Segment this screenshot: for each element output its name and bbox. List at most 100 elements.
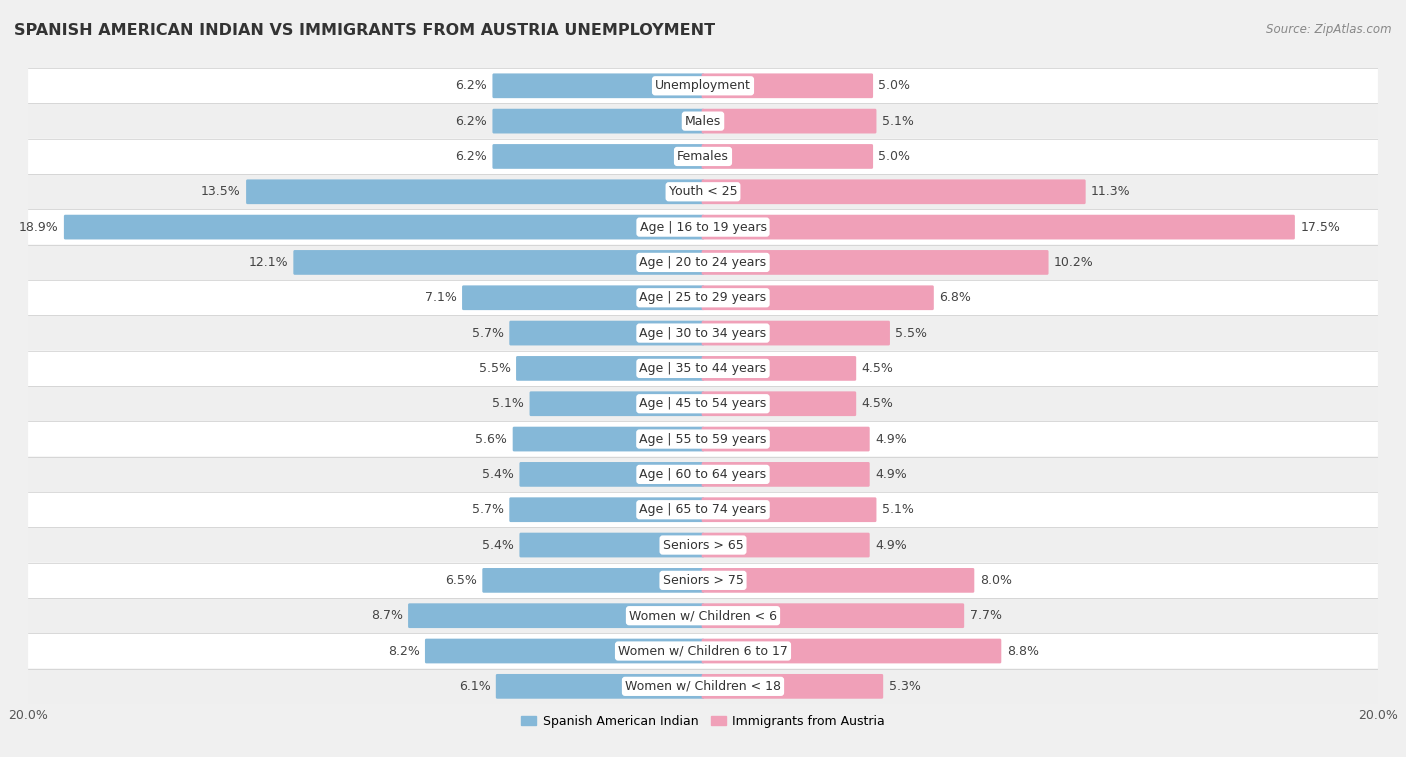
Text: Age | 16 to 19 years: Age | 16 to 19 years [640, 220, 766, 234]
FancyBboxPatch shape [702, 109, 876, 133]
FancyBboxPatch shape [702, 568, 974, 593]
Text: 8.2%: 8.2% [388, 644, 419, 658]
Text: 4.9%: 4.9% [875, 432, 907, 446]
Text: 5.5%: 5.5% [896, 326, 928, 340]
Text: 11.3%: 11.3% [1091, 185, 1130, 198]
Text: Unemployment: Unemployment [655, 79, 751, 92]
Text: 7.7%: 7.7% [970, 609, 1001, 622]
FancyBboxPatch shape [28, 528, 1378, 562]
FancyBboxPatch shape [530, 391, 704, 416]
FancyBboxPatch shape [28, 668, 1378, 704]
Text: Females: Females [678, 150, 728, 163]
FancyBboxPatch shape [63, 215, 704, 239]
Text: Age | 30 to 34 years: Age | 30 to 34 years [640, 326, 766, 340]
FancyBboxPatch shape [408, 603, 704, 628]
Text: 8.8%: 8.8% [1007, 644, 1039, 658]
Text: Age | 35 to 44 years: Age | 35 to 44 years [640, 362, 766, 375]
Text: 6.8%: 6.8% [939, 291, 972, 304]
FancyBboxPatch shape [702, 73, 873, 98]
Text: 7.1%: 7.1% [425, 291, 457, 304]
Text: Women w/ Children < 6: Women w/ Children < 6 [628, 609, 778, 622]
Text: 12.1%: 12.1% [249, 256, 288, 269]
Text: 5.7%: 5.7% [472, 503, 503, 516]
FancyBboxPatch shape [294, 250, 704, 275]
Text: Women w/ Children 6 to 17: Women w/ Children 6 to 17 [619, 644, 787, 658]
FancyBboxPatch shape [702, 356, 856, 381]
FancyBboxPatch shape [509, 497, 704, 522]
FancyBboxPatch shape [492, 73, 704, 98]
FancyBboxPatch shape [702, 674, 883, 699]
Legend: Spanish American Indian, Immigrants from Austria: Spanish American Indian, Immigrants from… [516, 710, 890, 733]
FancyBboxPatch shape [28, 210, 1378, 245]
Text: 5.1%: 5.1% [882, 503, 914, 516]
FancyBboxPatch shape [702, 639, 1001, 663]
Text: Age | 55 to 59 years: Age | 55 to 59 years [640, 432, 766, 446]
Text: 8.0%: 8.0% [980, 574, 1012, 587]
Text: 10.2%: 10.2% [1054, 256, 1094, 269]
Text: Age | 60 to 64 years: Age | 60 to 64 years [640, 468, 766, 481]
FancyBboxPatch shape [702, 285, 934, 310]
FancyBboxPatch shape [496, 674, 704, 699]
FancyBboxPatch shape [702, 462, 870, 487]
FancyBboxPatch shape [28, 280, 1378, 316]
FancyBboxPatch shape [28, 139, 1378, 174]
FancyBboxPatch shape [519, 462, 704, 487]
FancyBboxPatch shape [702, 321, 890, 345]
FancyBboxPatch shape [28, 316, 1378, 350]
FancyBboxPatch shape [246, 179, 704, 204]
Text: 5.3%: 5.3% [889, 680, 921, 693]
Text: 18.9%: 18.9% [18, 220, 59, 234]
FancyBboxPatch shape [425, 639, 704, 663]
FancyBboxPatch shape [519, 533, 704, 557]
FancyBboxPatch shape [28, 422, 1378, 456]
FancyBboxPatch shape [28, 562, 1378, 598]
Text: Age | 25 to 29 years: Age | 25 to 29 years [640, 291, 766, 304]
Text: Age | 20 to 24 years: Age | 20 to 24 years [640, 256, 766, 269]
Text: 6.1%: 6.1% [458, 680, 491, 693]
Text: 5.6%: 5.6% [475, 432, 508, 446]
Text: 4.5%: 4.5% [862, 397, 893, 410]
Text: 6.5%: 6.5% [446, 574, 477, 587]
Text: 6.2%: 6.2% [456, 150, 486, 163]
Text: Seniors > 65: Seniors > 65 [662, 538, 744, 552]
Text: Women w/ Children < 18: Women w/ Children < 18 [626, 680, 780, 693]
FancyBboxPatch shape [28, 456, 1378, 492]
Text: 5.1%: 5.1% [882, 114, 914, 128]
FancyBboxPatch shape [28, 492, 1378, 528]
FancyBboxPatch shape [702, 497, 876, 522]
FancyBboxPatch shape [702, 427, 870, 451]
Text: 6.2%: 6.2% [456, 79, 486, 92]
Text: 5.0%: 5.0% [879, 79, 911, 92]
Text: 5.4%: 5.4% [482, 538, 515, 552]
Text: Youth < 25: Youth < 25 [669, 185, 737, 198]
FancyBboxPatch shape [482, 568, 704, 593]
Text: 5.0%: 5.0% [879, 150, 911, 163]
Text: 5.5%: 5.5% [478, 362, 510, 375]
Text: 4.9%: 4.9% [875, 468, 907, 481]
FancyBboxPatch shape [463, 285, 704, 310]
FancyBboxPatch shape [492, 144, 704, 169]
Text: 5.7%: 5.7% [472, 326, 503, 340]
Text: Source: ZipAtlas.com: Source: ZipAtlas.com [1267, 23, 1392, 36]
FancyBboxPatch shape [28, 634, 1378, 668]
Text: Seniors > 75: Seniors > 75 [662, 574, 744, 587]
FancyBboxPatch shape [702, 250, 1049, 275]
Text: 5.4%: 5.4% [482, 468, 515, 481]
FancyBboxPatch shape [28, 174, 1378, 210]
Text: 4.9%: 4.9% [875, 538, 907, 552]
FancyBboxPatch shape [28, 104, 1378, 139]
FancyBboxPatch shape [702, 533, 870, 557]
FancyBboxPatch shape [28, 245, 1378, 280]
FancyBboxPatch shape [702, 603, 965, 628]
Text: 6.2%: 6.2% [456, 114, 486, 128]
Text: 5.1%: 5.1% [492, 397, 524, 410]
Text: Age | 65 to 74 years: Age | 65 to 74 years [640, 503, 766, 516]
FancyBboxPatch shape [509, 321, 704, 345]
Text: SPANISH AMERICAN INDIAN VS IMMIGRANTS FROM AUSTRIA UNEMPLOYMENT: SPANISH AMERICAN INDIAN VS IMMIGRANTS FR… [14, 23, 716, 38]
Text: Males: Males [685, 114, 721, 128]
FancyBboxPatch shape [702, 179, 1085, 204]
FancyBboxPatch shape [28, 386, 1378, 422]
FancyBboxPatch shape [702, 215, 1295, 239]
FancyBboxPatch shape [513, 427, 704, 451]
Text: 8.7%: 8.7% [371, 609, 402, 622]
